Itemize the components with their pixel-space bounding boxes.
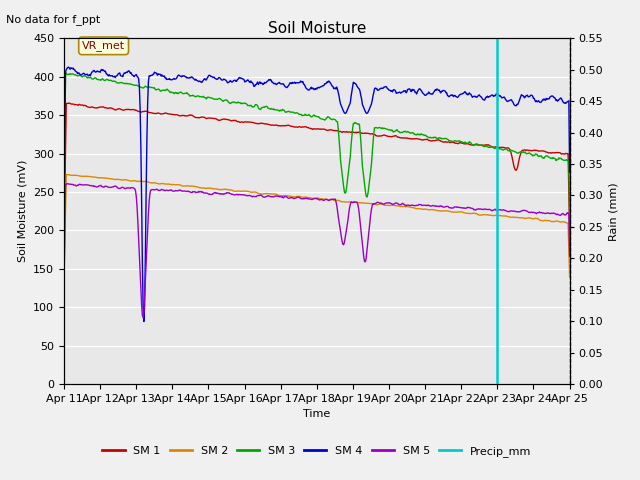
Title: Soil Moisture: Soil Moisture (268, 21, 366, 36)
Text: No data for f_ppt: No data for f_ppt (6, 14, 100, 25)
Text: VR_met: VR_met (82, 40, 125, 51)
Y-axis label: Soil Moisture (mV): Soil Moisture (mV) (17, 160, 28, 263)
X-axis label: Time: Time (303, 409, 330, 419)
Legend: SM 1, SM 2, SM 3, SM 4, SM 5, Precip_mm: SM 1, SM 2, SM 3, SM 4, SM 5, Precip_mm (98, 442, 536, 461)
Y-axis label: Rain (mm): Rain (mm) (609, 182, 619, 240)
